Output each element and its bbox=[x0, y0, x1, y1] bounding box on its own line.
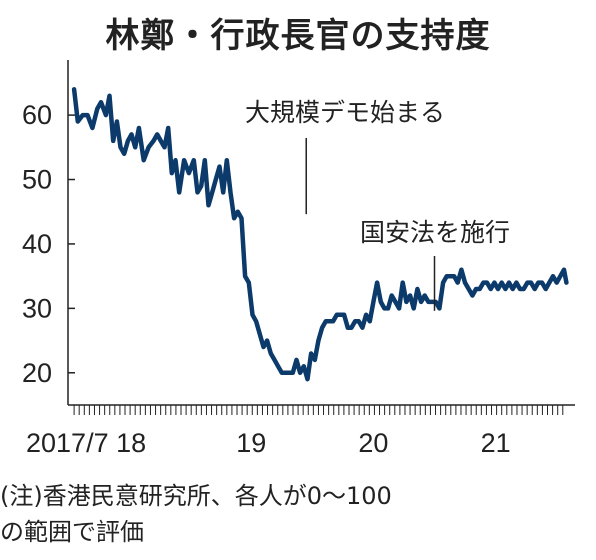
x-tick-label: 2017/7 18 bbox=[26, 428, 146, 458]
chart-axes: 20 30 40 50 60 2017/7 18 19 20 21 bbox=[22, 60, 575, 458]
y-tick-label: 40 bbox=[22, 229, 52, 259]
annotation-label: 大規模デモ始まる bbox=[245, 98, 445, 127]
y-tick-label: 20 bbox=[22, 358, 52, 388]
chart-title: 林鄭・行政長官の支持度 bbox=[105, 16, 491, 56]
x-tick-label: 20 bbox=[358, 428, 388, 458]
x-tick-label: 19 bbox=[236, 428, 266, 458]
series-line bbox=[71, 87, 569, 382]
y-tick-label: 50 bbox=[22, 165, 52, 195]
annotation-label: 国安法を施行 bbox=[360, 218, 510, 247]
x-tick-label: 21 bbox=[481, 428, 511, 458]
y-tick-label: 60 bbox=[22, 100, 52, 130]
chart-marks bbox=[71, 87, 569, 382]
y-tick-label: 30 bbox=[22, 293, 52, 323]
chart-note: (注)香港民意研究所、各人が0～100 の範囲で評価 bbox=[0, 482, 392, 546]
